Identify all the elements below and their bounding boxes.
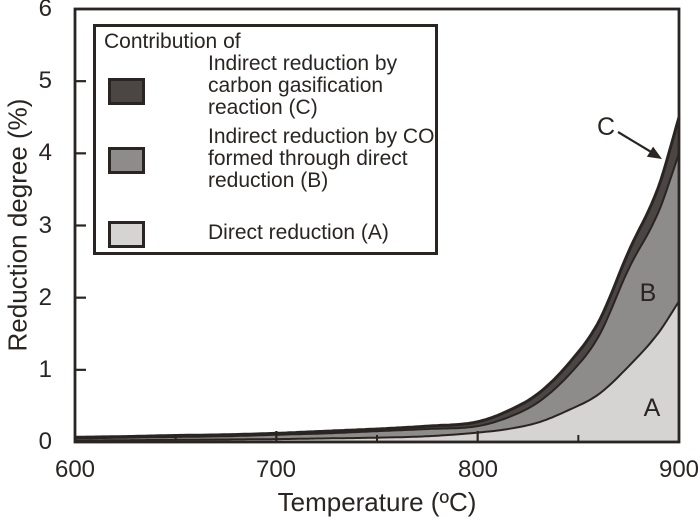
- x-tick-label-900: 900: [658, 456, 700, 483]
- legend-swatch-b: [108, 147, 145, 174]
- x-tick-label-600: 600: [54, 456, 96, 483]
- y-tick-label-6: 6: [38, 0, 52, 22]
- plot-frame: [73, 7, 681, 444]
- area-a: [75, 301, 679, 442]
- legend-entry-c-line-1: Indirect reduction by: [208, 52, 398, 75]
- y-tick-label-2: 2: [38, 284, 52, 311]
- legend-entry-a: Direct reduction (A): [208, 222, 389, 244]
- legend-swatch-c: [108, 78, 145, 105]
- annotation-c-arrow-line: [617, 131, 653, 154]
- annotation-c: C: [596, 113, 616, 141]
- x-tick-label-700: 700: [255, 456, 297, 483]
- legend-entry-b: Indirect reduction by CO formed through …: [208, 126, 434, 192]
- legend-entry-c-line-3: reaction (C): [208, 96, 318, 119]
- legend-entry-b-line-3: reduction (B): [208, 169, 329, 192]
- legend-entry-b-line-1: Indirect reduction by CO: [208, 125, 435, 148]
- annotation-b: B: [639, 279, 657, 307]
- annotation-a: A: [643, 394, 661, 422]
- legend-entry-b-line-2: formed through direct: [208, 147, 408, 170]
- y-axis-title: Reduction degree (%): [2, 98, 33, 352]
- x-tick-label-800: 800: [457, 456, 499, 483]
- x-axis-title: Temperature (ºC): [277, 487, 477, 517]
- legend-swatch-a: [108, 221, 145, 248]
- y-tick-label-3: 3: [38, 212, 52, 239]
- legend-entry-c-line-2: carbon gasification: [208, 74, 384, 97]
- legend-entry-c: Indirect reduction by carbon gasificatio…: [208, 53, 397, 119]
- legend-box: Contribution of Indirect reduction by ca…: [93, 24, 438, 255]
- y-tick-label-1: 1: [38, 356, 52, 383]
- y-tick-label-5: 5: [38, 67, 52, 94]
- legend-entry-a-line-1: Direct reduction (A): [208, 221, 389, 244]
- legend-title: Contribution of: [104, 30, 241, 53]
- y-tick-label-0: 0: [38, 428, 52, 455]
- annotation-c-arrowhead-icon: [646, 146, 662, 159]
- y-tick-label-4: 4: [38, 139, 52, 166]
